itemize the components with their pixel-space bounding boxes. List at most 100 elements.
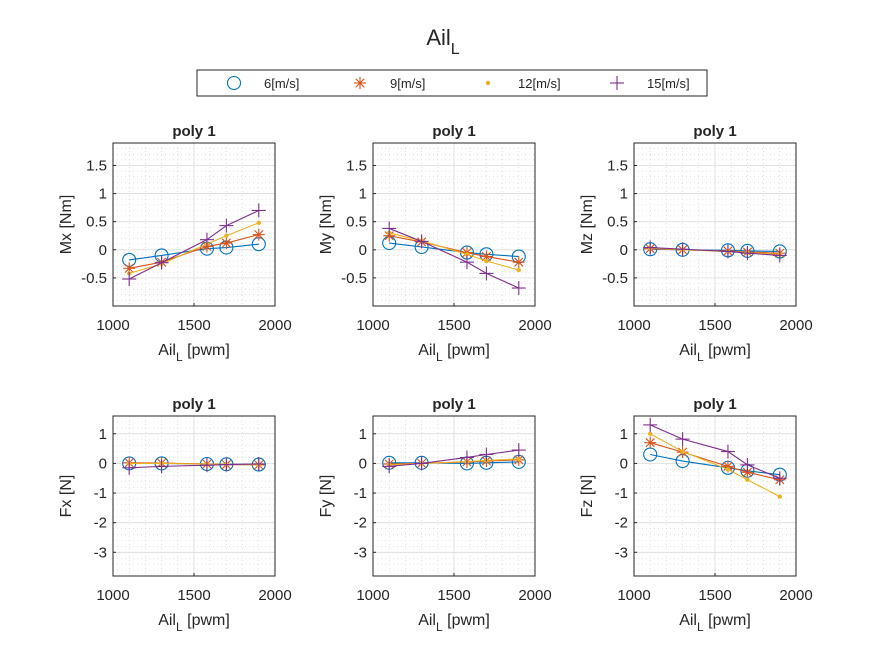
legend: 6[m/s] 9[m/s] 12[m/s] 15[m/s]: [196, 69, 708, 97]
y-tick-label: 0.5: [86, 214, 107, 231]
data-point: [252, 228, 265, 241]
x-tick-label: 2000: [518, 317, 551, 334]
data-point: [220, 237, 233, 250]
x-tick-label: 2000: [518, 587, 551, 604]
x-axis-label: AilL [pwm]: [679, 342, 751, 364]
subplot-6: 1000 1500 2000 -3 -2 -1 0 1 poly 1 AilL [pwm] Fz […: [579, 396, 813, 634]
y-tick-label: -1: [94, 485, 107, 502]
series-4: [122, 203, 266, 287]
x-tick-label: 2000: [258, 317, 291, 334]
data-point: [745, 477, 750, 482]
data-point: [459, 450, 474, 465]
data-point: [648, 431, 653, 436]
data-point: [643, 240, 658, 255]
y-axis-label: My [Nm]: [318, 195, 335, 255]
data-point: [199, 232, 214, 247]
y-tick-label: -2: [354, 515, 367, 532]
data-point: [740, 246, 755, 261]
legend-item-2: 9[m/s]: [354, 76, 425, 91]
subplot-title: poly 1: [693, 123, 736, 140]
legend-label-3: 12[m/s]: [518, 76, 561, 91]
y-tick-label: -2: [615, 515, 628, 532]
series-3: [648, 431, 782, 499]
data-point: [199, 458, 214, 473]
x-tick-label: 1500: [177, 317, 210, 334]
y-tick-label: 0: [620, 455, 628, 472]
subplot-title: poly 1: [172, 396, 215, 413]
legend-marker-1: [226, 75, 242, 91]
x-tick-label: 1000: [617, 587, 650, 604]
x-tick-label: 2000: [779, 587, 812, 604]
data-point: [382, 221, 397, 236]
y-tick-label: 1: [99, 186, 107, 203]
x-axis-label: AilL [pwm]: [418, 612, 490, 634]
subplot-4: 1000 1500 2000 -3 -2 -1 0 1 poly 1 AilL [pwm] Fx […: [58, 396, 292, 634]
subplot-1: 1000 1500 2000 -0.5 0 0.5 1 1.5 poly 1 AilL [pwm]…: [58, 123, 292, 364]
y-tick-label: -3: [354, 544, 367, 561]
data-point: [680, 449, 685, 454]
y-tick-label: 0: [359, 455, 367, 472]
series-4: [643, 417, 787, 486]
y-tick-label: 0: [359, 242, 367, 259]
y-tick-label: 1.5: [607, 157, 628, 174]
y-tick-label: -1: [615, 485, 628, 502]
y-tick-label: 1: [359, 186, 367, 203]
x-axis-label: AilL [pwm]: [679, 612, 751, 634]
y-tick-label: -2: [94, 515, 107, 532]
series-4: [122, 457, 266, 475]
subplot-3: 1000 1500 2000 -0.5 0 0.5 1 1.5 poly 1 AilL [pwm]…: [579, 123, 813, 364]
x-tick-label: 2000: [258, 587, 291, 604]
data-point: [643, 417, 658, 432]
data-point: [479, 266, 494, 281]
y-tick-label: -1: [354, 485, 367, 502]
y-tick-label: 1.5: [346, 157, 367, 174]
x-tick-label: 1500: [698, 317, 731, 334]
x-tick-label: 1500: [177, 587, 210, 604]
x-axis-label: AilL [pwm]: [418, 342, 490, 364]
series-4: [643, 240, 787, 263]
legend-label-1: 6[m/s]: [264, 76, 299, 91]
data-point: [122, 460, 137, 475]
legend-marker-2: [354, 77, 366, 89]
x-tick-label: 1500: [698, 587, 731, 604]
data-point: [219, 218, 234, 233]
y-tick-label: 1: [99, 426, 107, 443]
data-point: [219, 457, 234, 472]
data-point: [772, 248, 787, 263]
data-point: [479, 447, 494, 462]
x-axis-label: AilL [pwm]: [158, 342, 230, 364]
x-tick-label: 1000: [96, 587, 129, 604]
subplot-title: poly 1: [172, 123, 215, 140]
y-tick-label: 1: [620, 426, 628, 443]
data-point: [251, 457, 266, 471]
subplot-title: poly 1: [432, 123, 475, 140]
y-axis-label: Fz [N]: [579, 475, 596, 518]
y-tick-label: 0: [99, 242, 107, 259]
legend-label-4: 15[m/s]: [647, 76, 690, 91]
y-tick-label: -3: [615, 544, 628, 561]
legend-item-3: 12[m/s]: [485, 76, 561, 91]
y-tick-label: 1: [620, 186, 628, 203]
y-axis-label: Mz [Nm]: [579, 195, 596, 255]
subplot-2: 1000 1500 2000 -0.5 0 0.5 1 1.5 poly 1 AilL [pwm]…: [318, 123, 552, 364]
data-point: [644, 436, 657, 449]
x-tick-label: 1000: [617, 317, 650, 334]
y-tick-label: 0: [620, 242, 628, 259]
data-point: [459, 255, 474, 270]
x-tick-label: 1000: [356, 317, 389, 334]
data-point: [512, 256, 525, 269]
data-point: [772, 471, 787, 486]
data-point: [740, 457, 755, 472]
legend-marker-4: [610, 76, 624, 90]
data-point: [122, 272, 137, 287]
subplot-title: poly 1: [693, 396, 736, 413]
y-tick-label: 0: [99, 455, 107, 472]
legend-item-4: 15[m/s]: [610, 76, 690, 91]
y-tick-label: -0.5: [341, 270, 367, 287]
x-tick-label: 1500: [437, 587, 470, 604]
series-4: [382, 221, 526, 296]
data-point: [414, 234, 429, 249]
data-point: [256, 220, 261, 226]
data-point: [464, 252, 470, 257]
x-axis-label: AilL [pwm]: [158, 612, 230, 634]
